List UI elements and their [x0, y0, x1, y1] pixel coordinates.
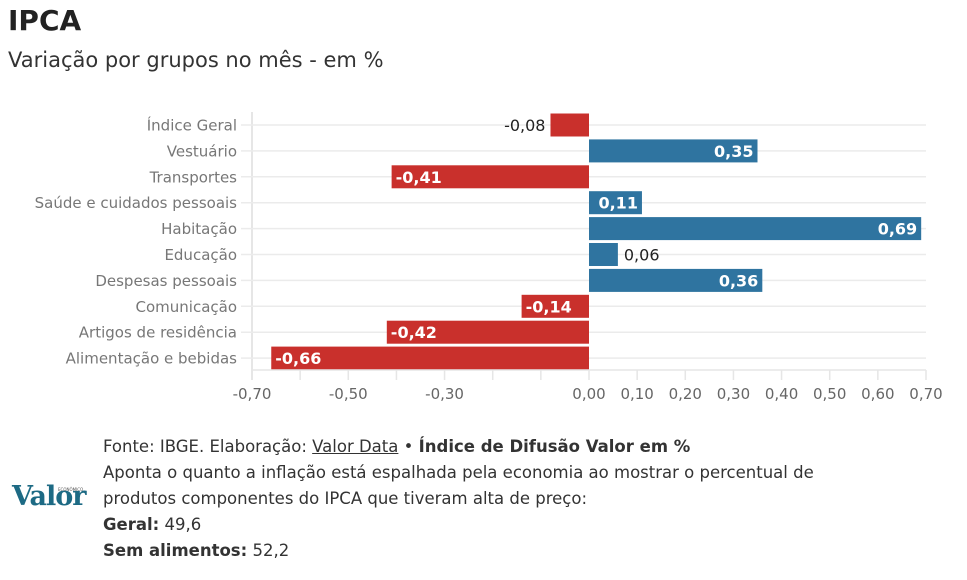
source-prefix: Fonte: IBGE. Elaboração:: [103, 437, 313, 456]
category-label: Transportes: [149, 168, 238, 186]
category-label: Educação: [164, 246, 237, 264]
description-line-2: produtos componentes do IPCA que tiveram…: [103, 489, 588, 508]
logo-tagline: ECONÔMICO: [58, 487, 84, 492]
source-link[interactable]: Valor Data: [312, 437, 399, 456]
bar-value-label: 0,36: [719, 271, 758, 290]
sem-alimentos-value: 52,2: [247, 541, 290, 560]
bar-value-label: 0,35: [714, 142, 753, 161]
sem-alimentos-label: Sem alimentos:: [103, 541, 248, 560]
category-label: Saúde e cuidados pessoais: [35, 194, 238, 212]
category-label: Vestuário: [167, 142, 237, 160]
bar: [550, 113, 589, 137]
category-label: Comunicação: [136, 298, 238, 316]
category-label: Artigos de residência: [79, 324, 237, 342]
x-tick-label: -0,70: [233, 385, 272, 403]
x-tick-label: 0,20: [669, 385, 702, 403]
bar-value-label: -0,41: [396, 168, 442, 187]
geral-line: Geral: 49,6: [103, 512, 963, 538]
bar-chart: -0,08 0,35 -0,41 0,11 0,69 0,06 0,36 -0,14 -0,42…: [35, 112, 943, 403]
sem-alimentos-line: Sem alimentos: 52,2: [103, 538, 963, 564]
x-tick-label: -0,30: [425, 385, 464, 403]
x-tick-label: 0,10: [620, 385, 653, 403]
bar: [521, 294, 589, 318]
bar-value-label: 0,06: [624, 246, 660, 265]
bar: [589, 139, 758, 163]
chart-subtitle: Variação por grupos no mês - em %: [8, 48, 384, 72]
x-axis: -0,70 -0,50 -0,30 0,00 0,10 0,20 0,30 0,40 0,50 0…: [233, 369, 943, 403]
x-tick-label: 0,50: [813, 385, 846, 403]
bar-value-label: 0,69: [878, 220, 917, 239]
description-line-1: Aponta o quanto a inflação está espalhad…: [103, 463, 814, 482]
x-tick-label: 0,60: [861, 385, 894, 403]
x-tick-label: 0,40: [765, 385, 798, 403]
x-tick-label: -0,50: [329, 385, 368, 403]
valor-logo: Valor: [12, 481, 86, 512]
bars: -0,08 0,35 -0,41 0,11 0,69 0,06 0,36 -0,14 -0,42…: [271, 113, 922, 370]
bar: [589, 191, 642, 215]
diffusion-title: Índice de Difusão Valor em %: [418, 437, 691, 456]
bar-value-label: -0,42: [391, 323, 437, 342]
bullet-separator: •: [398, 437, 419, 456]
category-label: Alimentação e bebidas: [66, 350, 238, 368]
bar-value-label: -0,66: [275, 349, 321, 368]
category-label: Índice Geral: [147, 116, 237, 135]
x-tick-label: 0,00: [572, 385, 605, 403]
x-tick-label: 0,30: [717, 385, 750, 403]
geral-value: 49,6: [159, 515, 202, 534]
category-labels: Índice Geral Vestuário Transportes Saúde e …: [35, 116, 238, 368]
category-label: Habitação: [161, 220, 237, 238]
chart-title: IPCA: [8, 4, 82, 37]
bar: [386, 320, 589, 344]
bar: [271, 346, 589, 370]
footer-notes: Fonte: IBGE. Elaboração: Valor Data • Ín…: [103, 434, 963, 564]
bar: [589, 268, 763, 292]
logo-text: Valor: [12, 481, 86, 512]
bar-value-label: -0,14: [526, 297, 572, 316]
category-label: Despesas pessoais: [95, 272, 237, 290]
bar: [589, 217, 922, 241]
bar: [589, 243, 618, 266]
geral-label: Geral:: [103, 515, 160, 534]
source-line: Fonte: IBGE. Elaboração: Valor Data • Ín…: [103, 434, 963, 460]
bar-value-label: 0,11: [598, 194, 637, 213]
bar: [391, 165, 589, 189]
x-tick-label: 0,70: [909, 385, 942, 403]
bar-value-label: -0,08: [504, 116, 545, 135]
